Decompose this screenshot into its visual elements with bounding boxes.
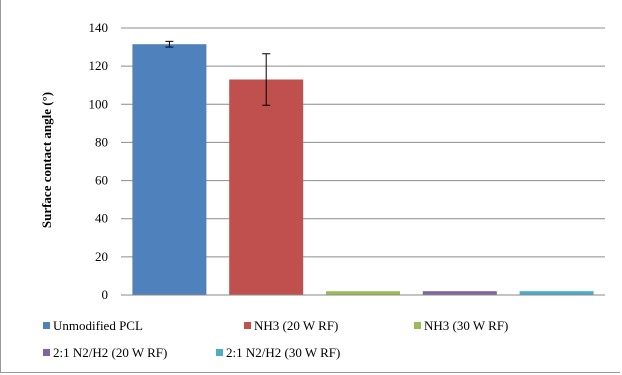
legend-label-1: Unmodified PCL — [53, 318, 143, 333]
legend-swatch-5 — [216, 349, 223, 356]
legend-swatch-1 — [43, 322, 50, 329]
legend-swatch-3 — [414, 322, 421, 329]
legend-item-1: Unmodified PCL — [43, 318, 143, 333]
y-axis-title: Surface contact angle (°) — [39, 92, 54, 228]
bar-3 — [326, 291, 400, 295]
legend-label-4: 2:1 N2/H2 (20 W RF) — [53, 345, 167, 360]
bars — [132, 44, 594, 296]
legend-swatch-2 — [244, 322, 251, 329]
legend-label-3: NH3 (30 W RF) — [424, 318, 508, 333]
error-bars — [165, 40, 271, 106]
legend-swatch-4 — [43, 349, 50, 356]
bar-2 — [229, 79, 304, 295]
y-tick-label: 140 — [89, 20, 109, 35]
y-tick-labels: 0 20 40 60 80 100 120 140 — [89, 20, 109, 302]
y-tick-label: 0 — [102, 287, 109, 302]
bar-1 — [132, 44, 207, 296]
y-tick-label: 80 — [95, 134, 108, 149]
y-tick-label: 120 — [89, 58, 109, 73]
legend-item-2: NH3 (20 W RF) — [244, 318, 338, 333]
y-tick-label: 20 — [95, 249, 108, 264]
legend-item-4: 2:1 N2/H2 (20 W RF) — [43, 345, 167, 360]
legend-label-2: NH3 (20 W RF) — [254, 318, 338, 333]
legend: Unmodified PCL NH3 (20 W RF) NH3 (30 W RF)… — [43, 318, 508, 360]
y-tick-label: 60 — [95, 173, 108, 188]
legend-label-5: 2:1 N2/H2 (30 W RF) — [226, 345, 340, 360]
legend-item-5: 2:1 N2/H2 (30 W RF) — [216, 345, 340, 360]
legend-item-3: NH3 (30 W RF) — [414, 318, 508, 333]
bar-4 — [422, 291, 497, 295]
bar-5 — [519, 291, 594, 295]
y-tick-label: 40 — [95, 211, 108, 226]
y-tick-label: 100 — [89, 96, 109, 111]
